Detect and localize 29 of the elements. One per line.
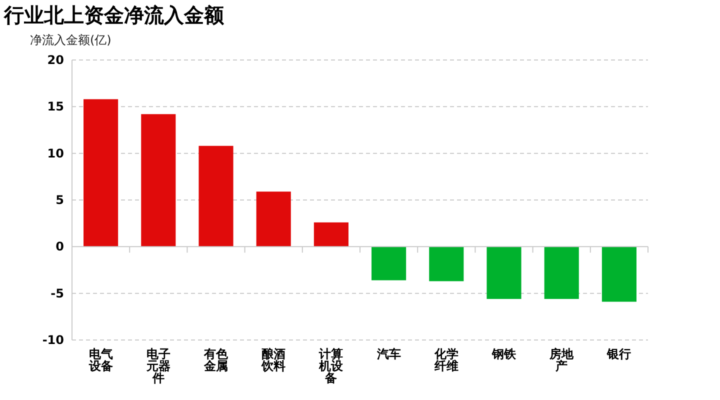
- y-tick-label: 10: [47, 146, 64, 160]
- bar: [84, 99, 118, 247]
- bar: [372, 246, 406, 280]
- x-tick-label: 电气设备: [88, 347, 113, 373]
- x-tick-label: 化学纤维: [433, 347, 458, 373]
- bar: [198, 146, 234, 247]
- y-axis-title: 净流入金额(亿): [30, 33, 112, 47]
- x-tick-label: 汽车: [376, 347, 401, 361]
- y-tick-label: -5: [50, 286, 64, 300]
- x-tick-label: 电子元器件: [145, 347, 170, 385]
- bar: [544, 246, 579, 299]
- y-tick-label: 15: [47, 100, 64, 114]
- bar: [486, 246, 522, 299]
- x-tick-label: 酿酒饮料: [260, 347, 286, 373]
- y-tick-label: -10: [42, 333, 64, 347]
- bar: [256, 192, 291, 247]
- bar: [314, 222, 348, 247]
- x-tick-label: 钢铁: [491, 347, 517, 361]
- y-tick-label: 5: [56, 193, 64, 207]
- bar: [141, 114, 176, 247]
- chart-title: 行业北上资金净流入金额: [3, 3, 225, 27]
- y-tick-label: 20: [47, 53, 64, 67]
- x-tick-label: 有色金属: [203, 347, 229, 373]
- x-tick-label: 银行: [606, 347, 632, 361]
- bar: [429, 246, 464, 282]
- y-tick-label: 0: [56, 240, 64, 254]
- x-tick-label: 房地产: [548, 347, 575, 373]
- x-tick-label: 计算机设备: [318, 347, 344, 385]
- bar: [602, 246, 636, 302]
